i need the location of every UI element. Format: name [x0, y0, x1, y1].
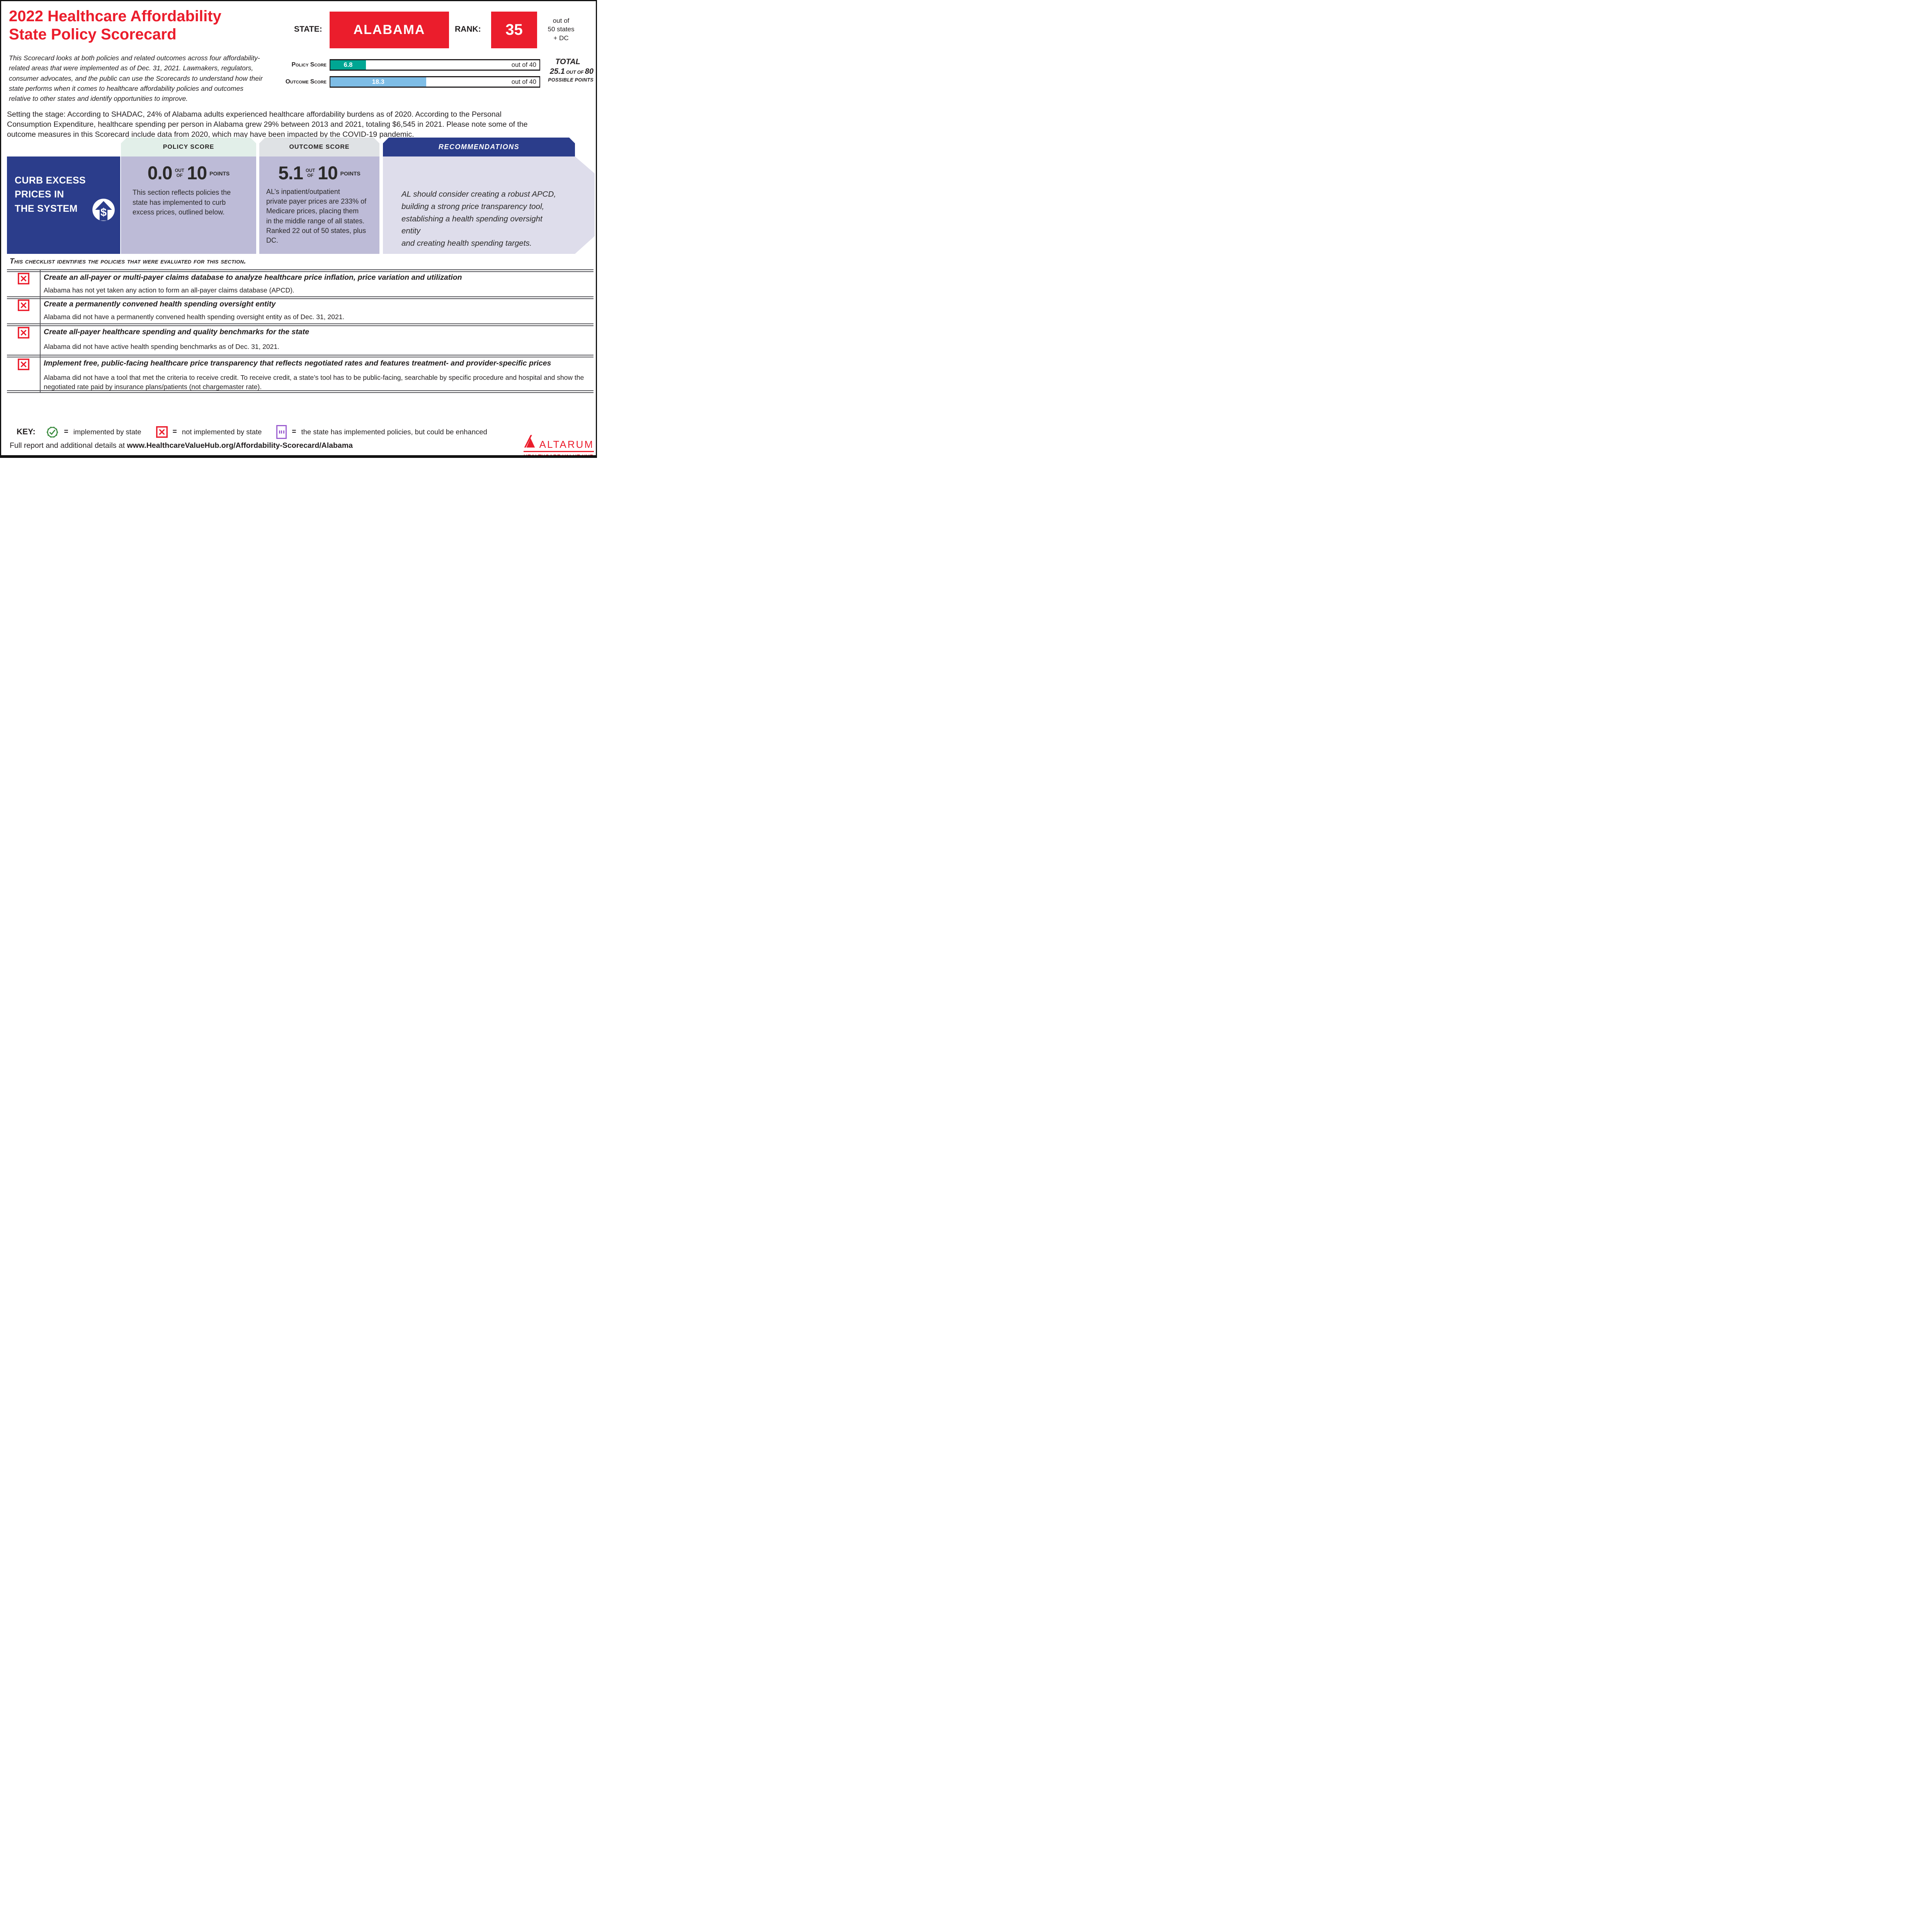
- outcome-score-bar-label: Outcome Score: [285, 78, 327, 85]
- altarum-logo: ALTARUM HEALTHCARE VALUE HUB: [524, 433, 594, 458]
- key-item-text: not implemented by state: [182, 428, 262, 436]
- state-value-box: ALABAMA: [330, 12, 449, 48]
- policy-score-fill: 6.8: [330, 60, 366, 70]
- outcome-out: OUT: [305, 168, 315, 173]
- checklist-divider-line: [40, 269, 41, 392]
- checklist-item-title: Create all-payer healthcare spending and…: [44, 328, 310, 336]
- row-separator: [7, 269, 594, 272]
- policy-points-label: POINTS: [209, 170, 230, 177]
- purple-dashes-icon: [276, 425, 287, 439]
- key-item-implemented: = implemented by state: [46, 425, 141, 439]
- outcome-score-column-header: OUTCOME SCORE: [259, 138, 379, 156]
- scorecard-page: 2022 Healthcare Affordability State Poli…: [0, 0, 597, 458]
- outcome-of: OF: [307, 173, 314, 178]
- checklist-item-desc: Alabama did not have active health spend…: [44, 343, 279, 350]
- checklist-item-desc: Alabama did not have a tool that met the…: [44, 374, 584, 391]
- key-label: KEY:: [17, 427, 36, 436]
- category-title: CURB EXCESS PRICES IN THE SYSTEM: [15, 175, 86, 214]
- total-score-block: TOTAL 25.1 out of 80 possible points: [542, 58, 594, 83]
- healthcare-value-hub-label: HEALTHCARE VALUE HUB: [524, 454, 594, 458]
- footer-url[interactable]: www.HealthcareValueHub.org/Affordability…: [127, 441, 353, 450]
- total-max: 80: [585, 67, 594, 76]
- total-value: 25.1: [549, 67, 565, 76]
- category-box-curb-excess-prices: CURB EXCESS PRICES IN THE SYSTEM $: [7, 156, 120, 254]
- checklist-item-title: Implement free, public-facing healthcare…: [44, 359, 551, 367]
- state-value: ALABAMA: [353, 22, 425, 37]
- red-x-icon: [156, 426, 168, 438]
- policy-points-value: 0.0: [147, 163, 173, 184]
- key-item-text: the state has implemented policies, but …: [301, 428, 487, 436]
- checklist-table: Create an all-payer or multi-payer claim…: [7, 269, 594, 393]
- red-x-icon: [18, 327, 29, 338]
- setting-the-stage-paragraph: Setting the stage: According to SHADAC, …: [7, 110, 528, 139]
- rank-note: out of 50 states + DC: [548, 17, 575, 42]
- outcome-score-bar: 18.3 out of 40: [330, 76, 540, 88]
- rank-value-box: 35: [491, 12, 537, 48]
- red-x-icon: [18, 273, 29, 284]
- key-item-could-be-enhanced: = the state has implemented policies, bu…: [276, 425, 487, 439]
- row-separator: [7, 323, 594, 326]
- outcome-score-headline: 5.1 OUT OF 10 POINTS: [259, 163, 379, 184]
- total-outof: out of: [565, 70, 585, 75]
- outcome-points-label: POINTS: [340, 170, 361, 177]
- total-label: TOTAL: [555, 58, 580, 66]
- svg-text:$: $: [100, 206, 107, 219]
- total-note: possible points: [548, 77, 594, 83]
- green-check-seal-icon: [46, 426, 58, 438]
- equals-sign: =: [292, 428, 296, 436]
- outcome-score-fill: 18.3: [330, 77, 426, 87]
- policy-out: OUT: [175, 168, 184, 173]
- outcome-score-column-body: 5.1 OUT OF 10 POINTS AL’s inpatient/outpa…: [259, 156, 379, 254]
- equals-sign: =: [172, 428, 177, 436]
- outcome-score-max: out of 40: [511, 78, 536, 85]
- policy-score-column-body: 0.0 OUT OF 10 POINTS This section reflect…: [121, 156, 256, 254]
- total-line: 25.1 out of 80: [542, 67, 594, 76]
- footer-prefix: Full report and additional details at: [10, 441, 127, 450]
- row-separator: [7, 390, 594, 393]
- outcome-column-text: AL’s inpatient/outpatient private payer …: [266, 188, 367, 244]
- logo-divider: [524, 451, 594, 452]
- outcome-points-max: 10: [318, 163, 338, 184]
- policy-score-bar-label: Policy Score: [291, 61, 327, 68]
- policy-score-value: 6.8: [344, 61, 353, 68]
- policy-column-text: This section reflects policies the state…: [133, 189, 231, 216]
- key-legend: KEY: = implemented by state =: [17, 423, 487, 440]
- policy-points-max: 10: [187, 163, 207, 184]
- recommendations-column-body: AL should consider creating a robust APC…: [383, 156, 595, 254]
- policy-score-headline: 0.0 OUT OF 10 POINTS: [121, 163, 256, 184]
- rank-value: 35: [505, 21, 523, 38]
- key-item-text: implemented by state: [73, 428, 141, 436]
- red-x-icon: [18, 299, 29, 311]
- checklist-item-title: Create a permanently convened health spe…: [44, 300, 276, 308]
- state-label: STATE:: [294, 25, 322, 34]
- policy-of: OF: [176, 173, 183, 178]
- recommendations-text: AL should consider creating a robust APC…: [401, 190, 556, 248]
- checklist-item-desc: Alabama has not yet taken any action to …: [44, 286, 294, 294]
- checklist-item-title: Create an all-payer or multi-payer claim…: [44, 273, 462, 282]
- row-separator: [7, 296, 594, 299]
- policy-score-max: out of 40: [511, 61, 536, 68]
- key-item-not-implemented: = not implemented by state: [156, 426, 262, 438]
- intro-paragraph: This Scorecard looks at both policies an…: [9, 54, 263, 102]
- rank-label: RANK:: [455, 25, 481, 34]
- policy-score-bar: 6.8 out of 40: [330, 59, 540, 71]
- checklist-intro: This checklist identifies the policies t…: [10, 257, 246, 265]
- policy-score-column-header: POLICY SCORE: [121, 138, 256, 156]
- altarum-triangle-icon: [524, 435, 535, 448]
- recommendations-column-header: RECOMMENDATIONS: [383, 138, 575, 156]
- row-separator: [7, 355, 594, 357]
- dollar-up-arrow-icon: $: [92, 199, 115, 221]
- equals-sign: =: [64, 428, 68, 436]
- outcome-score-value: 18.3: [372, 78, 384, 85]
- altarum-wordmark: ALTARUM: [539, 439, 594, 450]
- footer-note: Full report and additional details at ww…: [10, 441, 353, 450]
- page-title: 2022 Healthcare Affordability State Poli…: [9, 8, 221, 43]
- outcome-points-value: 5.1: [278, 163, 303, 184]
- red-x-icon: [18, 359, 29, 370]
- checklist-item-desc: Alabama did not have a permanently conve…: [44, 313, 345, 321]
